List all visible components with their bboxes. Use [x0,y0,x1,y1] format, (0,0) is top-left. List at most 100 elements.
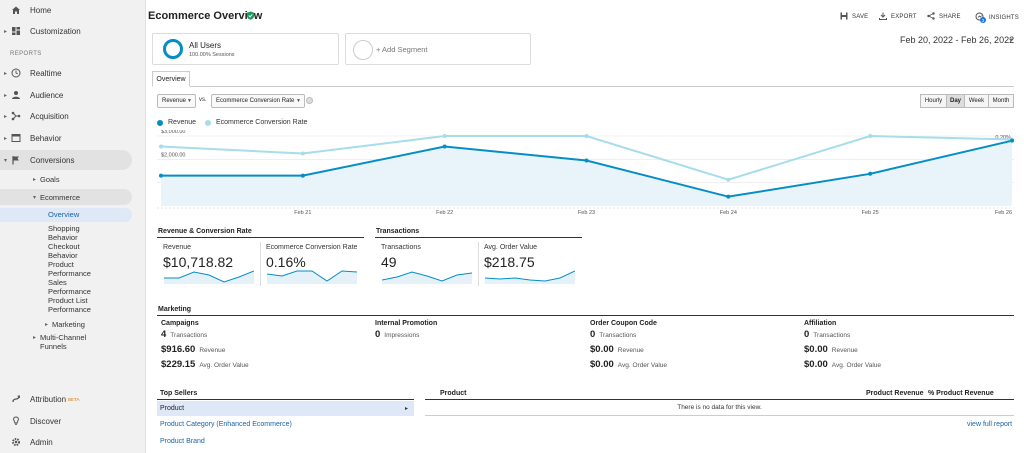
table-rule [425,399,1014,400]
gear-icon [11,437,21,447]
segment-circle-icon [163,39,183,59]
legend-conversion: Ecommerce Conversion Rate [205,119,307,126]
nav-home[interactable]: Home [0,0,146,20]
segment-all-users[interactable]: All Users 100.00% Sessions [152,33,339,65]
tab-overview[interactable]: Overview [152,71,190,87]
nav-discover-label: Discover [30,416,62,426]
acquisition-icon [11,111,21,121]
metric-revenue[interactable]: Revenue $10,718.82 [163,240,258,290]
nav-leaf-behavior[interactable]: Behavior [48,233,78,242]
add-segment-button[interactable]: + Add Segment [345,33,531,65]
export-button[interactable]: EXPORT [879,12,917,22]
value: 4 [161,329,167,340]
internal-promotion-head: Internal Promotion [375,320,438,327]
top-sellers-product-category[interactable]: Product Category (Enhanced Ecommerce) [160,421,292,428]
nav-leaf-product-list[interactable]: Product List [48,296,88,305]
home-icon [11,5,21,15]
caret-right-icon: ▸ [4,92,8,99]
legend-revenue: Revenue [157,119,196,126]
nav-leaf-shopping[interactable]: Shopping [48,224,80,233]
dashboard-icon [11,26,21,36]
granularity-hourly[interactable]: Hourly [920,94,947,108]
metric-conversion-rate[interactable]: Ecommerce Conversion Rate 0.16% [266,240,364,290]
share-button[interactable]: SHARE [927,12,961,22]
segment-sessions: 100.00% Sessions [189,52,235,58]
view-full-report-link[interactable]: view full report [967,421,1013,428]
marketing-campaigns[interactable]: Campaigns 4 Transactions $916.60 Revenue… [161,320,371,370]
nav-customization-label: Customization [30,26,81,36]
insights-button[interactable]: 3 INSIGHTS [975,12,1019,24]
caret-down-icon: ▾ [4,157,8,164]
nav-leaf-performance-3[interactable]: Performance [48,305,91,314]
nav-leaf-product[interactable]: Product [48,260,74,269]
nav-goals[interactable]: ▸ Goals [0,174,146,185]
conversion-point [726,177,731,182]
metric-aov[interactable]: Avg. Order Value $218.75 [484,240,582,290]
top-sellers-product[interactable]: Product ▸ [157,401,414,416]
nav-leaf-performance[interactable]: Performance [48,269,91,278]
x-tick-label: Feb 26 [995,210,1012,215]
insights-icon: 3 [975,12,986,24]
rev-conv-title: Revenue & Conversion Rate [158,228,252,235]
granularity-day[interactable]: Day [946,94,965,108]
save-icon [840,12,848,22]
revenue-point [159,173,163,178]
sparkline-aov [485,270,575,284]
nav-audience-label: Audience [30,90,64,100]
label: Transactions [599,332,637,339]
nav-leaf-behavior-2[interactable]: Behavior [48,251,78,260]
nav-attribution[interactable]: Attribution BETA [0,389,146,409]
nav-realtime[interactable]: ▸ Realtime [0,63,146,83]
metric-transactions[interactable]: Transactions 49 [381,240,476,290]
marketing-rule [157,315,1014,316]
nav-overview[interactable]: Overview [48,210,80,219]
nav-ecommerce[interactable]: ▾ Ecommerce [0,192,146,203]
nav-acquisition[interactable]: ▸ Acquisition [0,106,146,126]
nav-multichannel[interactable]: ▸ Multi-Channel [0,333,146,342]
nav-leaf-performance-2[interactable]: Performance [48,287,91,296]
nav-discover[interactable]: Discover [0,411,146,431]
nav-multichannel-2[interactable]: Funnels [0,342,146,351]
nav-customization[interactable]: ▸ Customization [0,21,146,41]
nav-goals-label: Goals [40,175,60,184]
value: $0.00 [590,359,614,370]
legend-revenue-label: Revenue [168,119,197,126]
marketing-affiliation[interactable]: Affiliation 0 Transactions $0.00 Revenue… [804,320,1014,370]
value: 0 [590,329,596,340]
nav-behavior[interactable]: ▸ Behavior [0,128,146,148]
nav-audience[interactable]: ▸ Audience [0,85,146,105]
value: $0.00 [590,344,614,355]
conversion-point [868,134,873,138]
transactions-rule [375,237,582,238]
x-tick-label: Feb 25 [862,210,879,215]
metric-select-secondary[interactable]: Ecommerce Conversion Rate ▼ [211,94,305,108]
value: 0 [375,329,381,340]
legend-dot-revenue [157,119,163,126]
marketing-order-coupon[interactable]: Order Coupon Code 0 Transactions $0.00 R… [590,320,800,370]
date-range-picker[interactable]: Feb 20, 2022 - Feb 26, 2022 [900,35,1015,45]
marketing-internal-promotion[interactable]: Internal Promotion 0 Impressions [375,320,585,340]
top-sellers-product-brand[interactable]: Product Brand [160,438,205,445]
revenue-point [726,194,731,199]
nav-multichannel-label-2: Funnels [40,342,67,351]
metric-select-primary[interactable]: Revenue ▼ [157,94,196,108]
revenue-point [584,158,589,163]
coupon-transactions: 0 Transactions [590,329,800,340]
save-button[interactable]: SAVE [840,12,868,22]
caret-right-icon: ▸ [4,135,8,142]
conversion-point [159,144,163,149]
y-right-tick-label: 0.20% [995,135,1011,141]
nav-leaf-checkout[interactable]: Checkout [48,242,80,251]
nav-marketing[interactable]: ▸ Marketing [0,319,146,330]
chevron-down-icon[interactable]: ▼ [1008,38,1014,44]
top-sellers-product-label: Product [160,405,185,412]
remove-metric-icon[interactable] [306,97,313,104]
caret-right-icon: ▸ [4,70,8,77]
granularity-month[interactable]: Month [988,94,1014,108]
nav-admin[interactable]: Admin [0,432,146,452]
nav-conversions[interactable]: ▾ Conversions [0,150,132,170]
nav-leaf-sales[interactable]: Sales [48,278,67,287]
granularity-week[interactable]: Week [964,94,989,108]
label: Transactions [813,332,851,339]
label: Impressions [384,332,420,339]
